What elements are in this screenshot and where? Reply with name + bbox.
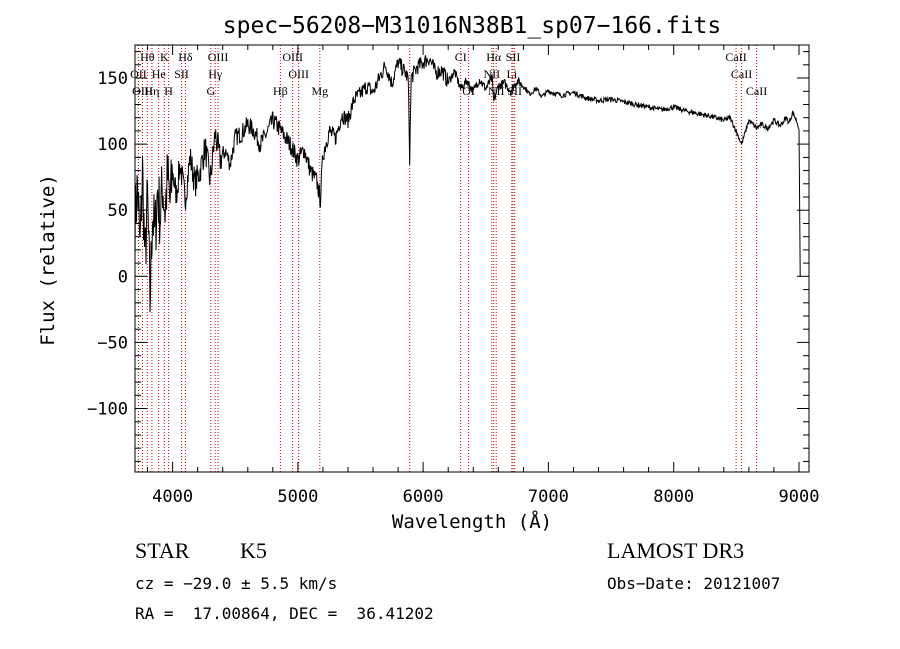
- line-label-25: SII: [507, 84, 522, 98]
- line-label-0: Hθ: [140, 50, 155, 64]
- line-label-24: NII: [488, 84, 505, 98]
- chart-title: spec−56208−M31016N38B1_sp07−166.fits: [223, 13, 722, 39]
- line-label-3: OIII: [208, 50, 229, 64]
- x-tick-label-4000: 4000: [152, 487, 193, 507]
- line-label-23: OI: [462, 84, 475, 98]
- x-tick-label-8000: 8000: [653, 487, 694, 507]
- line-markers: [137, 45, 758, 472]
- observation-date: Obs−Date: 20121007: [607, 574, 781, 593]
- line-label-4: OIII: [282, 50, 303, 64]
- line-label-18: Hη: [144, 84, 159, 98]
- x-tick-label-7000: 7000: [528, 487, 569, 507]
- y-tick-label-50: 50: [108, 201, 128, 221]
- line-label-22: Mg: [311, 84, 328, 98]
- line-label-16: CaII: [731, 67, 752, 81]
- line-label-21: Hβ: [273, 84, 288, 98]
- line-label-10: He: [152, 67, 166, 81]
- line-label-6: Hα: [486, 50, 502, 64]
- y-axis-label: Flux (relative): [37, 174, 59, 346]
- y-tick-label--50: −50: [97, 333, 128, 353]
- y-axis-ticks: −100 −50 0 50 100 150: [87, 51, 809, 462]
- line-label-2: Hδ: [178, 50, 193, 64]
- y-tick-label--100: −100: [87, 400, 128, 420]
- plot-frame: [134, 44, 810, 473]
- line-label-8: CaII: [725, 50, 746, 64]
- y-tick-label-100: 100: [97, 135, 128, 155]
- line-label-26: CaII: [746, 84, 767, 98]
- line-label-7: SII: [506, 50, 521, 64]
- line-label-9: OII: [130, 67, 147, 81]
- object-class: STAR: [135, 538, 190, 563]
- line-label-15: Li: [506, 67, 517, 81]
- object-subclass: K5: [240, 538, 267, 563]
- x-tick-label-9000: 9000: [779, 487, 820, 507]
- line-label-12: Hγ: [208, 67, 223, 81]
- line-label-5: CI: [455, 50, 467, 64]
- x-axis-ticks: 4000 5000 6000 7000 8000 9000: [147, 45, 820, 507]
- x-tick-label-6000: 6000: [403, 487, 444, 507]
- survey-label: LAMOST DR3: [607, 538, 745, 563]
- line-label-17: OIII: [132, 84, 153, 98]
- line-label-13: OIII: [288, 67, 309, 81]
- redshift-cz: cz = −29.0 ± 5.5 km/s: [135, 574, 338, 593]
- y-tick-label-150: 150: [97, 69, 128, 89]
- line-label-1: K: [160, 50, 169, 64]
- line-label-14: NII: [483, 67, 500, 81]
- line-label-20: G: [206, 84, 215, 98]
- spectrum-line: [134, 55, 801, 313]
- line-label-11: SII: [174, 67, 189, 81]
- y-tick-label-0: 0: [118, 267, 128, 287]
- x-axis-label: Wavelength (Å): [392, 510, 552, 533]
- line-label-19: H: [164, 84, 173, 98]
- x-tick-label-5000: 5000: [277, 487, 318, 507]
- ra-dec-coordinates: RA = 17.00864, DEC = 36.41202: [135, 604, 434, 623]
- line-labels: Hθ K Hδ OIII OIII CI Hα SII CaII OII He SII Hγ OIII NI…: [130, 50, 767, 98]
